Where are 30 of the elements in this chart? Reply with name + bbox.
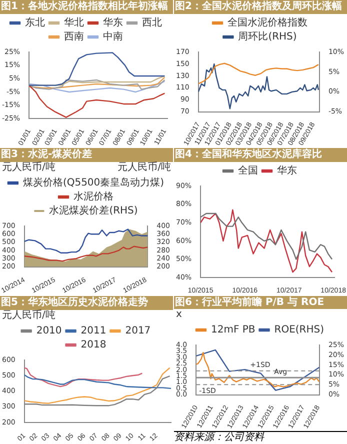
chart-title: 图4：全国和华东地区水泥库容比 bbox=[174, 148, 347, 162]
legend-label: 东北 bbox=[25, 16, 45, 29]
legend-label: 煤炭价格(Q5500秦皇岛动力煤) bbox=[22, 176, 164, 189]
chart-title: 图1：各地水泥价格指数相比年初涨幅 bbox=[0, 0, 173, 14]
chart-title: 图6：行业平均前瞻 P/B 与 ROE bbox=[174, 296, 347, 309]
legend-label: 水泥价格 bbox=[74, 190, 114, 203]
y-axis-title: x bbox=[176, 309, 182, 321]
chart-title: 图3：水泥-煤炭价差 bbox=[0, 148, 173, 162]
legend-label: 水泥煤炭价差(RHS) bbox=[49, 204, 138, 217]
legend-label: 2017 bbox=[125, 326, 151, 337]
y-axis-title: 元人民币/吨 bbox=[2, 162, 56, 174]
legend-label: 华东 bbox=[103, 16, 123, 29]
y2-axis-title: 元人民币/吨 bbox=[118, 162, 171, 174]
chart-title: 图5：华东地区历史水泥价格走势 bbox=[0, 296, 173, 310]
y-axis-title: 元人民币/吨 bbox=[2, 310, 56, 322]
legend-label: ROE(RHS) bbox=[274, 324, 324, 336]
legend-label: 2010 bbox=[36, 326, 62, 337]
legend-label: 中南 bbox=[103, 30, 123, 43]
text: 资料来源：公司资料 bbox=[174, 431, 347, 444]
legend-label: 全国水泥价格指数 bbox=[228, 16, 308, 29]
legend-label: 2018 bbox=[80, 340, 106, 351]
legend-label: 西北 bbox=[142, 16, 162, 29]
legend-label: 周环比(RHS) bbox=[238, 30, 297, 43]
legend-label: 2011 bbox=[80, 326, 106, 337]
legend-label: 华东 bbox=[277, 164, 297, 177]
legend-label: 西南 bbox=[64, 30, 84, 43]
legend-label: 全国 bbox=[238, 164, 258, 177]
legend-label: 华北 bbox=[64, 16, 84, 29]
chart-title: 图2：全国水泥价格指数及周环比涨幅 bbox=[174, 0, 347, 14]
legend-label: 12mF PB bbox=[210, 324, 256, 336]
